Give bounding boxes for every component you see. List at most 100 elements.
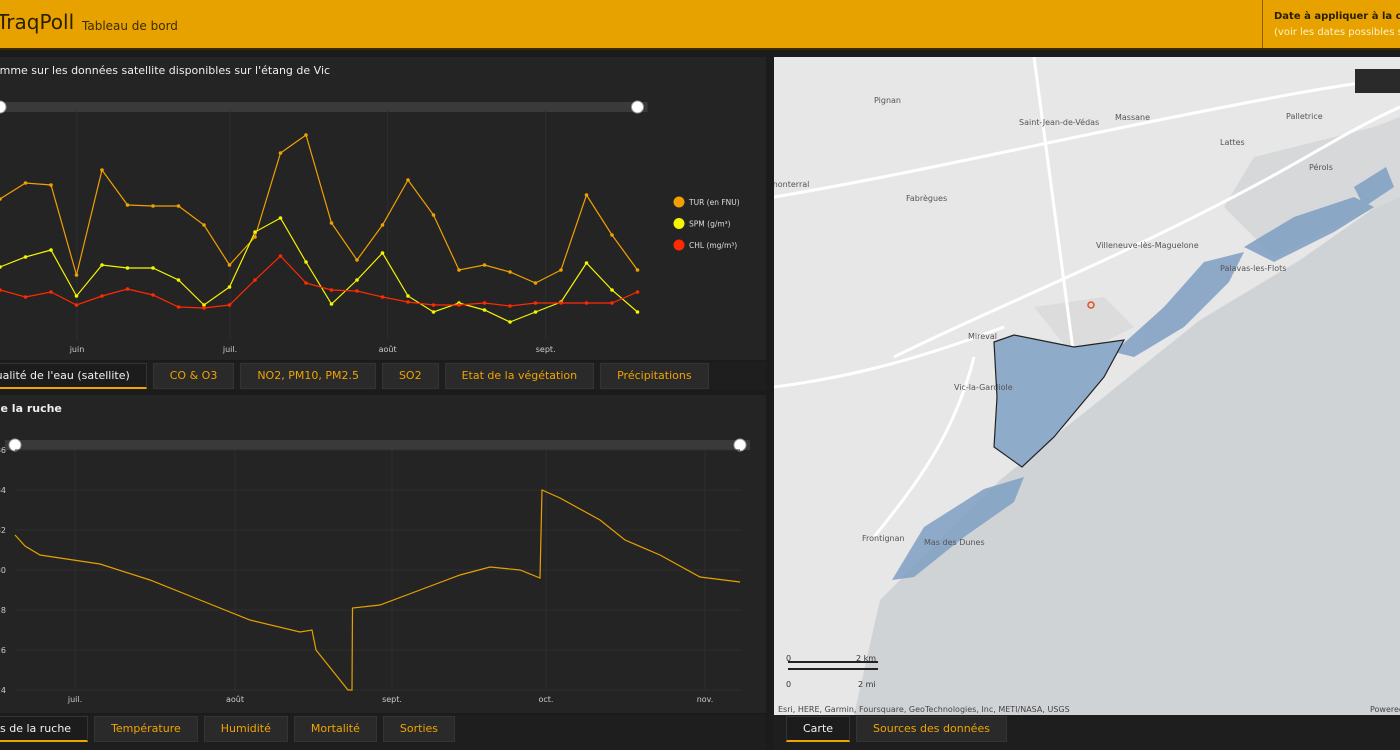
tab[interactable]: Sorties [382,716,455,742]
data-point [457,268,461,272]
road [872,356,976,538]
water-patch [892,477,1024,580]
tab[interactable]: Précipitations [600,363,709,389]
data-point [482,263,487,267]
data-point [253,230,257,234]
data-point [406,300,410,304]
data-point [253,278,257,282]
data-point [610,301,614,305]
tab[interactable]: Etat de la végétation [444,363,595,389]
data-point [431,310,436,314]
data-point [355,289,359,293]
data-point [74,273,79,277]
range-slider [0,102,648,112]
data-point [278,216,283,220]
date-label: Date à appliquer à la carte [1274,11,1400,22]
scale-bar: 0 2 km 0 2 mi [786,654,878,689]
legend-swatch [673,218,685,229]
y-tick-label: 28 [0,606,6,615]
data-point [533,281,538,285]
y-tick-label: 32 [0,526,6,535]
data-point [49,248,53,252]
data-point [508,270,512,274]
chart-title: Chronogramme sur les données satellite d… [0,64,330,77]
data-point [584,301,589,305]
data-point [635,310,640,314]
place-label: Massane [1115,113,1150,122]
tab[interactable]: Carte [786,716,851,742]
slider-handle [0,100,7,114]
lagoon [1224,117,1400,257]
sea [854,190,1400,715]
x-tick-label: oct. [539,695,554,704]
y-tick-label: 24 [0,686,6,695]
series-line [0,134,638,284]
place-label: Lattes [1220,138,1245,147]
data-point [176,278,181,282]
tab[interactable]: SO2 [381,363,439,389]
tab[interactable]: CO & O3 [152,363,235,389]
tab[interactable]: Sources des données [856,716,1007,742]
x-tick-label: juil. [67,695,82,704]
scale-label: 2 km [856,654,876,663]
map-tab-bar: Carte Sources des données [774,715,1400,750]
x-tick-label: août [379,345,397,354]
data-point [49,290,53,294]
bottom-chart: Poids de la ruche juil. août sept. oct. nov. 2… [0,402,750,704]
data-point [380,251,385,255]
data-point [151,293,155,297]
data-point [355,258,359,262]
map-toolbar[interactable] [1355,69,1400,93]
tab[interactable]: Mortalité [293,716,377,742]
data-point [355,278,359,282]
x-tick-label: nov. [697,695,714,704]
road [893,105,1400,359]
place-labels: Pignan Saint-Jean-de-Védas Massane Latte… [774,96,1333,547]
y-tick-label: 36 [0,446,6,455]
top-tab-bar: Qualité de l'eau (satellite) CO & O3 NO2, … [0,362,766,390]
data-point [125,287,130,291]
attribution: Esri, HERE, Garmin, Foursquare, GeoTechn… [778,705,1070,714]
top-panel: Chronogramme sur les données satellite d… [0,57,766,360]
vic-lagoon [993,334,1126,468]
series-line [14,489,741,691]
data-point [202,223,206,227]
tab[interactable]: NO2, PM10, PM2.5 [240,363,376,389]
app-subtitle: Tableau de bord [82,19,178,33]
place-label: Villeneuve-lès-Maguelone [1096,240,1199,250]
data-point [278,151,283,155]
slider-handle [733,438,747,452]
data-point [635,290,640,294]
data-point [329,302,334,306]
place-label: Pérols [1309,162,1333,172]
bottom-panel: Poids de la ruche juil. août sept. oct. nov. 2… [0,395,766,713]
water-quality-layer [892,167,1394,580]
data-point [329,288,334,292]
series-line [0,217,638,323]
data-point [23,295,28,299]
data-point [227,263,232,267]
data-point [457,303,461,307]
data-point [380,223,385,227]
x-tick-label: sept. [536,345,556,354]
tab[interactable]: Qualité de l'eau (satellite) [0,363,147,389]
tab[interactable]: Poids de la ruche [0,716,89,742]
legend-swatch [673,196,685,208]
data-point [610,233,614,237]
data-point [0,288,2,292]
data-point [227,303,232,307]
slider-handle [8,438,22,452]
top-chart: Chronogramme sur les données satellite d… [0,64,740,354]
bottom-tab-bar: Poids de la rucheTempératureHumiditéMort… [0,715,766,750]
slider-handle [631,100,644,114]
place-label: Vic-la-Gardiole [954,383,1013,392]
separator [1262,0,1263,48]
place-label: Fabrègues [906,193,947,203]
series-line [0,255,638,309]
map[interactable]: Pignan Saint-Jean-de-Védas Massane Latte… [774,57,1400,715]
data-point [23,255,28,259]
tab[interactable]: Humidité [203,716,288,742]
station-marker[interactable] [1087,301,1095,309]
data-point [482,308,487,312]
tab[interactable]: Température [94,716,198,742]
